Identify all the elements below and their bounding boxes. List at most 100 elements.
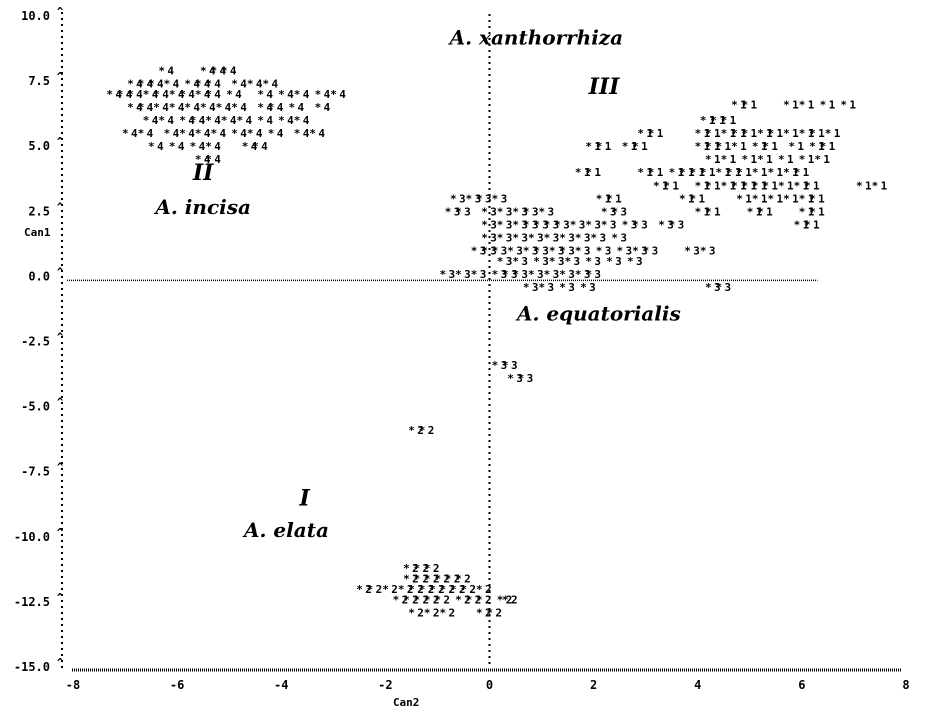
y-tick-label: -15.0 <box>14 660 50 674</box>
data-point-1: * 1 <box>825 127 841 140</box>
point-marker: * <box>106 88 113 101</box>
data-point-4: * 4 <box>153 88 169 101</box>
point-marker: * <box>799 99 806 112</box>
data-point-4: * 4 <box>315 101 331 114</box>
point-marker: * <box>585 268 592 281</box>
data-point-1: * 1 <box>679 166 695 179</box>
point-label: 3 <box>693 244 700 257</box>
data-point-3: * 3 <box>627 255 643 268</box>
point-marker: * <box>455 593 462 606</box>
data-point-4: * 4 <box>158 65 174 78</box>
point-label: 4 <box>115 88 122 101</box>
point-label: 2 <box>469 583 476 596</box>
point-label: 3 <box>506 231 513 244</box>
point-marker: * <box>315 101 322 114</box>
point-label: 1 <box>605 140 612 153</box>
point-marker: * <box>585 218 592 231</box>
point-marker: * <box>700 166 707 179</box>
data-point-3: * 3 <box>497 255 513 268</box>
point-label: 3 <box>652 244 659 257</box>
data-point-3: * 3 <box>632 244 648 257</box>
point-label: 3 <box>641 244 648 257</box>
data-point-1: * 1 <box>799 205 815 218</box>
data-point-4: * 4 <box>226 88 242 101</box>
point-marker: * <box>648 127 655 140</box>
point-marker: * <box>742 127 749 140</box>
data-point-2: * 2 <box>455 593 471 606</box>
point-label: 4 <box>136 101 143 114</box>
point-label: 4 <box>277 127 284 140</box>
data-point-4: * 4 <box>257 88 273 101</box>
point-marker: * <box>596 244 603 257</box>
point-label: 3 <box>610 218 617 231</box>
point-label: 4 <box>256 78 263 91</box>
point-label: 3 <box>532 244 539 257</box>
point-marker: * <box>179 88 186 101</box>
point-label: 4 <box>219 127 226 140</box>
data-point-2: * 2 <box>486 606 502 619</box>
data-point-3: * 3 <box>492 244 508 257</box>
point-label: 1 <box>823 153 830 166</box>
y-tick-mark: ^ <box>57 461 64 474</box>
data-point-2: * 2 <box>419 583 435 596</box>
data-point-4: * 4 <box>122 127 138 140</box>
point-marker: * <box>440 606 447 619</box>
data-point-2: * 2 <box>476 583 492 596</box>
data-point-4: * 4 <box>138 127 154 140</box>
point-label: 4 <box>261 140 268 153</box>
data-point-1: * 1 <box>731 99 747 112</box>
point-label: 3 <box>485 192 492 205</box>
point-label: 4 <box>178 140 185 153</box>
point-marker: * <box>497 255 504 268</box>
point-label: 2 <box>407 583 414 596</box>
point-marker: * <box>408 583 415 596</box>
point-marker: * <box>606 192 613 205</box>
y-tick-mark: ^ <box>57 656 64 669</box>
data-point-4: * 4 <box>164 78 180 91</box>
data-point-1: * 1 <box>794 166 810 179</box>
point-marker: * <box>512 255 519 268</box>
data-point-1: * 1 <box>814 153 830 166</box>
point-marker: * <box>580 281 587 294</box>
point-label: 1 <box>740 179 747 192</box>
point-label: 3 <box>537 268 544 281</box>
data-point-3: * 3 <box>528 231 544 244</box>
point-marker: * <box>731 140 738 153</box>
point-label: 3 <box>626 244 633 257</box>
point-label: 1 <box>730 127 737 140</box>
data-point-4: * 4 <box>195 127 211 140</box>
point-label: 3 <box>568 281 575 294</box>
point-label: 2 <box>454 572 461 585</box>
point-marker: * <box>179 114 186 127</box>
data-point-2: * 2 <box>450 583 466 596</box>
point-marker: * <box>632 244 639 257</box>
point-label: 2 <box>412 593 419 606</box>
data-point-2: * 2 <box>429 583 445 596</box>
data-point-4: * 4 <box>153 101 169 114</box>
point-marker: * <box>799 205 806 218</box>
point-marker: * <box>528 268 535 281</box>
point-label: 4 <box>266 88 273 101</box>
point-marker: * <box>263 78 270 91</box>
point-label: 3 <box>490 244 497 257</box>
point-marker: * <box>195 153 202 166</box>
data-point-3: * 3 <box>611 205 627 218</box>
data-point-4: * 4 <box>106 88 122 101</box>
point-marker: * <box>294 127 301 140</box>
point-label: 3 <box>589 281 596 294</box>
data-point-1: * 1 <box>804 179 820 192</box>
data-point-1: * 1 <box>710 114 726 127</box>
point-label: 1 <box>829 99 836 112</box>
point-marker: * <box>221 114 228 127</box>
point-marker: * <box>138 78 145 91</box>
point-label: 2 <box>485 583 492 596</box>
annotation-text: A. elata <box>242 518 329 542</box>
point-label: 3 <box>709 244 716 257</box>
point-marker: * <box>127 101 134 114</box>
data-point-3: * 3 <box>643 244 659 257</box>
point-marker: * <box>575 268 582 281</box>
point-label: 1 <box>829 140 836 153</box>
point-marker: * <box>762 140 769 153</box>
point-label: 4 <box>214 114 221 127</box>
